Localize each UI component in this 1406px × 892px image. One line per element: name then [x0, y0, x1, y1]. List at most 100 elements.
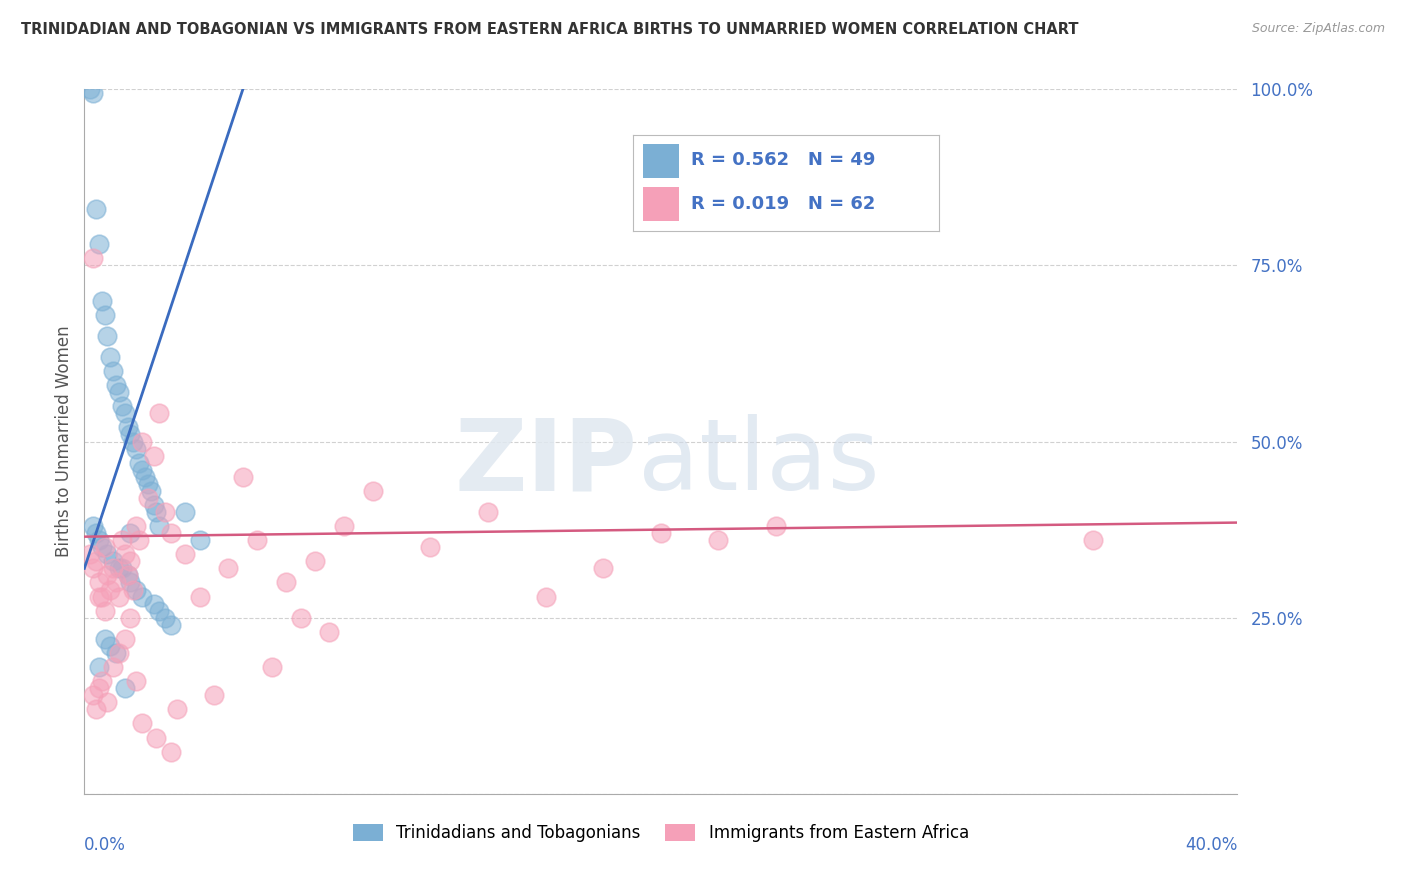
Point: [122, 582, 145, 597]
Point: [114, 547, 136, 561]
Point: [125, 674, 148, 689]
Point: [120, 427, 142, 442]
Point: [125, 582, 148, 597]
Point: [120, 575, 142, 590]
Point: [117, 568, 139, 582]
Point: [120, 610, 142, 624]
Point: [87, 237, 110, 252]
Point: [134, 469, 156, 483]
Point: [218, 561, 240, 575]
Point: [96, 695, 118, 709]
Point: [111, 399, 134, 413]
Point: [160, 526, 183, 541]
Point: [142, 597, 165, 611]
Point: [136, 491, 159, 505]
Point: [108, 590, 131, 604]
Point: [82, 519, 104, 533]
Point: [103, 364, 124, 378]
Point: [131, 434, 153, 449]
Point: [202, 688, 225, 702]
Point: [125, 442, 148, 456]
Point: [98, 582, 121, 597]
Point: [145, 505, 167, 519]
Point: [260, 660, 283, 674]
Point: [96, 547, 118, 561]
Point: [148, 604, 170, 618]
Point: [131, 716, 153, 731]
Point: [148, 406, 170, 420]
Point: [114, 632, 136, 646]
Text: ZIP: ZIP: [456, 414, 638, 511]
Point: [96, 328, 118, 343]
Point: [93, 540, 115, 554]
Bar: [643, 145, 679, 178]
Point: [90, 590, 112, 604]
Point: [160, 745, 183, 759]
Point: [290, 610, 312, 624]
Point: [87, 681, 110, 696]
Point: [153, 610, 176, 624]
Point: [108, 561, 131, 575]
Point: [98, 350, 121, 364]
Point: [142, 449, 165, 463]
Legend: Trinidadians and Tobagonians, Immigrants from Eastern Africa: Trinidadians and Tobagonians, Immigrants…: [346, 817, 976, 849]
Point: [82, 561, 104, 575]
Text: atlas: atlas: [638, 414, 879, 511]
Point: [1083, 533, 1105, 548]
Point: [174, 505, 197, 519]
Point: [84, 702, 107, 716]
Point: [131, 590, 153, 604]
Point: [82, 86, 104, 100]
Point: [108, 646, 131, 660]
Point: [120, 526, 142, 541]
Point: [148, 519, 170, 533]
Point: [128, 456, 150, 470]
Point: [246, 533, 269, 548]
Point: [650, 526, 672, 541]
Text: 0.0%: 0.0%: [84, 836, 127, 855]
Point: [105, 575, 128, 590]
Point: [153, 505, 176, 519]
Point: [160, 617, 183, 632]
Point: [108, 385, 131, 400]
Point: [111, 561, 134, 575]
Point: [707, 533, 730, 548]
Point: [111, 533, 134, 548]
Point: [114, 681, 136, 696]
Point: [174, 547, 197, 561]
Point: [79, 82, 101, 96]
Text: Source: ZipAtlas.com: Source: ZipAtlas.com: [1251, 22, 1385, 36]
Point: [122, 434, 145, 449]
Point: [87, 533, 110, 548]
Point: [93, 632, 115, 646]
Point: [90, 540, 112, 554]
Point: [103, 561, 124, 575]
Point: [84, 554, 107, 568]
Point: [592, 561, 614, 575]
Point: [82, 252, 104, 266]
Point: [87, 660, 110, 674]
Point: [765, 519, 787, 533]
Text: R = 0.019   N = 62: R = 0.019 N = 62: [692, 194, 876, 213]
Point: [188, 590, 211, 604]
Point: [90, 674, 112, 689]
Point: [82, 688, 104, 702]
Point: [90, 293, 112, 308]
Point: [333, 519, 356, 533]
Bar: [643, 187, 679, 221]
Text: TRINIDADIAN AND TOBAGONIAN VS IMMIGRANTS FROM EASTERN AFRICA BIRTHS TO UNMARRIED: TRINIDADIAN AND TOBAGONIAN VS IMMIGRANTS…: [21, 22, 1078, 37]
Point: [166, 702, 188, 716]
Point: [534, 590, 557, 604]
Point: [131, 463, 153, 477]
Point: [120, 554, 142, 568]
Point: [93, 308, 115, 322]
Point: [276, 575, 298, 590]
Point: [117, 568, 139, 582]
Point: [145, 731, 167, 745]
Point: [98, 639, 121, 653]
Point: [87, 575, 110, 590]
Text: R = 0.562   N = 49: R = 0.562 N = 49: [692, 152, 876, 169]
Point: [117, 420, 139, 434]
Point: [232, 469, 254, 483]
Point: [84, 526, 107, 541]
